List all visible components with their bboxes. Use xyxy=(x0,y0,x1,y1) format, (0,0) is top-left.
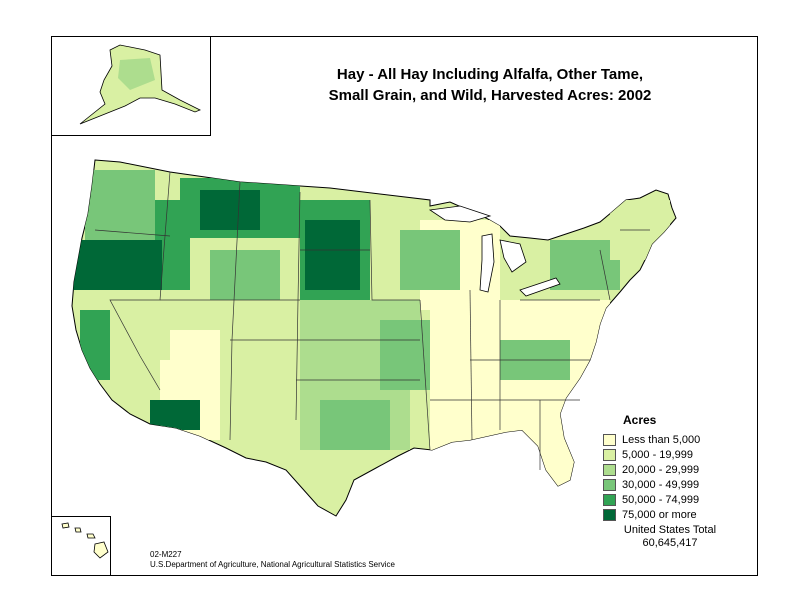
legend-label: 20,000 - 29,999 xyxy=(622,463,700,476)
title-line-1: Hay - All Hay Including Alfalfa, Other T… xyxy=(336,66,644,83)
hawaii-island-kauai xyxy=(61,522,70,529)
region-northern-plains-core xyxy=(305,220,360,290)
legend-item: 5,000 - 19,999 xyxy=(603,447,743,462)
source-credit: U.S.Department of Agriculture, National … xyxy=(150,560,395,569)
legend-label: 75,000 or more xyxy=(622,508,697,521)
title-line-2: Small Grain, and Wild, Harvested Acres: … xyxy=(328,87,652,104)
legend-swatch xyxy=(603,493,616,506)
region-missouri xyxy=(380,320,430,390)
lake-erie xyxy=(519,277,561,297)
us-total-value: 60,645,417 xyxy=(642,537,698,549)
region-arizona xyxy=(150,400,200,430)
legend-title: Acres xyxy=(623,413,657,427)
region-washington xyxy=(85,170,155,240)
hawaii-map xyxy=(61,522,109,559)
region-montana-core xyxy=(200,190,260,230)
lakes xyxy=(428,205,561,297)
legend-swatch xyxy=(603,508,616,521)
map-title: Hay - All Hay Including Alfalfa, Other T… xyxy=(300,64,680,106)
lake-huron xyxy=(499,239,527,273)
legend-item: 30,000 - 49,999 xyxy=(603,477,743,492)
legend-swatch xyxy=(603,478,616,491)
region-wisconsin xyxy=(400,230,460,290)
legend-label: 30,000 - 49,999 xyxy=(622,478,700,491)
legend-label: 50,000 - 74,999 xyxy=(622,493,700,506)
region-wyoming xyxy=(210,250,280,300)
alaska-inset-frame xyxy=(51,36,211,136)
hawaii-island-oahu xyxy=(74,527,82,533)
credit: 02-M227 U.S.Department of Agriculture, N… xyxy=(150,550,395,570)
legend-label: 5,000 - 19,999 xyxy=(622,448,693,461)
legend-item: 75,000 or more xyxy=(603,507,743,522)
us-total: United States Total 60,645,417 xyxy=(610,524,730,550)
legend-swatch xyxy=(603,433,616,446)
hawaii-island-big xyxy=(93,541,109,559)
region-new-york xyxy=(550,240,620,290)
region-texas-central xyxy=(320,400,390,450)
hawaii-inset-frame xyxy=(51,516,111,576)
hawaii-island-maui xyxy=(86,533,96,539)
region-california-valley xyxy=(80,310,110,380)
state-boundaries xyxy=(94,171,650,470)
legend-item: 20,000 - 29,999 xyxy=(603,462,743,477)
region-oregon xyxy=(72,240,162,290)
contiguous-us-map xyxy=(71,159,677,517)
legend: Acres Less than 5,000 5,000 - 19,999 20,… xyxy=(603,413,743,522)
legend-item: Less than 5,000 xyxy=(603,432,743,447)
us-total-label: United States Total xyxy=(623,524,717,536)
legend-swatch xyxy=(603,463,616,476)
lake-michigan xyxy=(479,233,495,293)
legend-swatch xyxy=(603,448,616,461)
map-id: 02-M227 xyxy=(150,550,182,559)
legend-label: Less than 5,000 xyxy=(622,433,701,446)
alaska-map xyxy=(79,44,201,125)
legend-item: 50,000 - 74,999 xyxy=(603,492,743,507)
alaska-region-dark xyxy=(118,58,155,90)
lake-superior xyxy=(428,205,492,223)
